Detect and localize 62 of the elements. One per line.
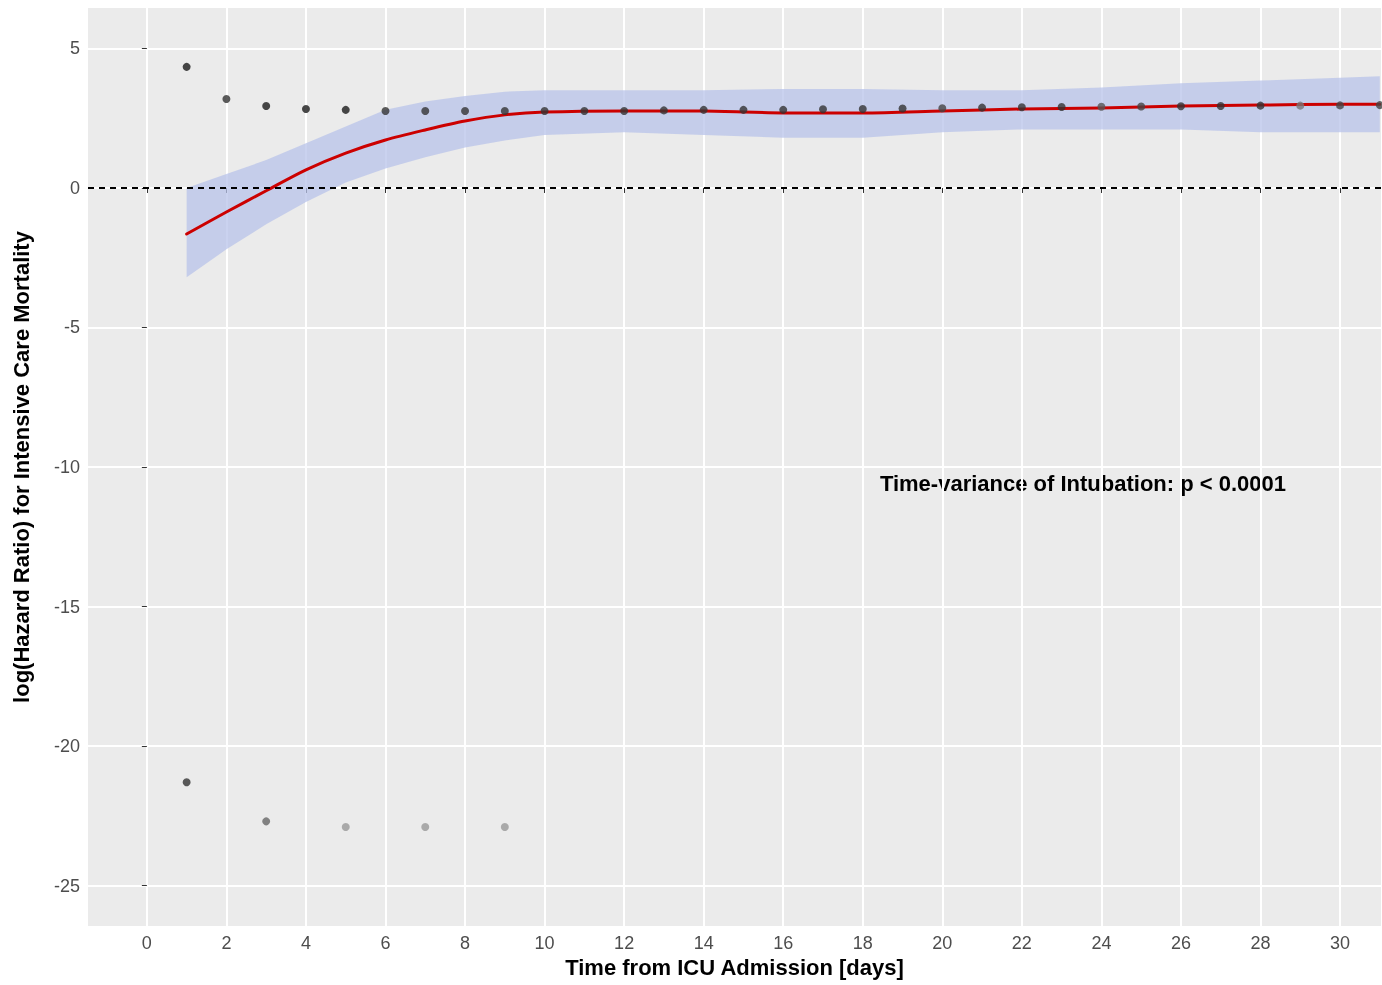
y-tick-label: -25 bbox=[53, 875, 80, 896]
x-tick-label: 0 bbox=[141, 933, 152, 953]
point bbox=[421, 822, 430, 831]
point bbox=[1017, 103, 1026, 112]
point bbox=[222, 94, 231, 103]
x-axis-title: Time from ICU Admission [days] bbox=[565, 955, 904, 981]
point bbox=[978, 103, 987, 112]
point bbox=[898, 104, 907, 113]
point bbox=[1375, 101, 1382, 110]
point bbox=[301, 105, 310, 114]
x-tick-label: 24 bbox=[1091, 933, 1112, 953]
point bbox=[341, 105, 350, 114]
x-tick-label: 8 bbox=[460, 933, 471, 953]
point bbox=[1176, 102, 1185, 111]
point bbox=[500, 106, 509, 115]
point bbox=[580, 106, 589, 115]
point bbox=[540, 106, 549, 115]
point bbox=[739, 105, 748, 114]
x-tick-label: 14 bbox=[693, 933, 714, 953]
x-tick-label: 2 bbox=[221, 933, 232, 953]
x-tick-label: 20 bbox=[932, 933, 953, 953]
y-tick-label: -15 bbox=[53, 596, 80, 617]
point bbox=[1097, 102, 1106, 111]
x-tick-label: 4 bbox=[300, 933, 311, 953]
point bbox=[938, 104, 947, 113]
annotation: Time-variance of Intubation: p < 0.0001 bbox=[879, 470, 1287, 496]
point bbox=[1336, 101, 1345, 110]
x-tick-label: 28 bbox=[1250, 933, 1271, 953]
x-tick-label: 18 bbox=[852, 933, 873, 953]
point bbox=[620, 106, 629, 115]
point bbox=[182, 778, 191, 787]
x-tick-label: 12 bbox=[614, 933, 635, 953]
x-tick-label: 26 bbox=[1170, 933, 1191, 953]
x-tick-label: 22 bbox=[1011, 933, 1032, 953]
x-tick-label: 6 bbox=[380, 933, 391, 953]
point bbox=[262, 101, 271, 110]
x-tick-label: 30 bbox=[1330, 933, 1351, 953]
point bbox=[461, 106, 470, 115]
point bbox=[1137, 102, 1146, 111]
y-tick-label: -5 bbox=[63, 317, 80, 338]
point bbox=[182, 62, 191, 71]
point bbox=[819, 105, 827, 114]
point bbox=[1256, 101, 1265, 110]
point bbox=[381, 106, 390, 115]
point bbox=[262, 817, 271, 826]
point bbox=[421, 106, 430, 115]
point bbox=[858, 105, 867, 114]
y-tick-label: -20 bbox=[53, 736, 80, 757]
y-axis-title: log(Hazard Ratio) for Intensive Care Mortality bbox=[8, 230, 34, 703]
point bbox=[1057, 103, 1066, 112]
x-tick-label: 16 bbox=[773, 933, 794, 953]
point bbox=[500, 822, 509, 831]
y-tick-label: 0 bbox=[69, 177, 80, 198]
x-tick-label: 10 bbox=[534, 933, 555, 953]
point bbox=[1216, 101, 1225, 110]
point bbox=[659, 106, 668, 115]
y-tick-label: -10 bbox=[53, 457, 80, 477]
point bbox=[779, 105, 788, 114]
point bbox=[699, 105, 708, 114]
y-tick-label: 5 bbox=[69, 38, 80, 59]
point bbox=[341, 822, 350, 831]
point bbox=[1296, 101, 1305, 110]
